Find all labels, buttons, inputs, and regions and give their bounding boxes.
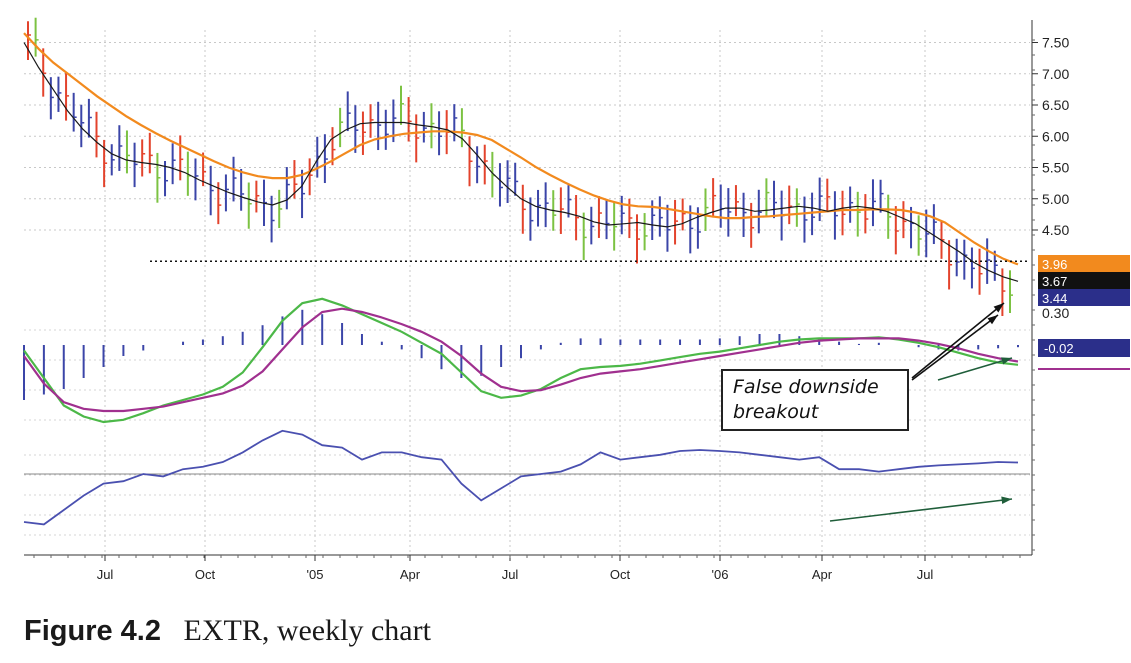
- price-bars: [27, 17, 1013, 316]
- indicator-divergence-arrow-head: [1001, 496, 1012, 504]
- x-tick-label: Jul: [97, 567, 114, 582]
- y-tick-label: 6.00: [1042, 128, 1069, 144]
- x-tick-label: '06: [712, 567, 729, 582]
- price-tag-label: 3.44: [1042, 291, 1067, 306]
- macd-divergence-arrow: [937, 357, 1013, 381]
- price-lines: [23, 32, 1019, 282]
- panel-separators: [24, 20, 1033, 555]
- macd-tag-box: [1038, 339, 1130, 357]
- macd-lines: [23, 297, 1019, 424]
- price-tag-box: [1038, 272, 1130, 289]
- y-tick-label: 6.50: [1042, 97, 1069, 113]
- chart: Jul Oct '05 Apr Jul Oct '06 Apr Jul 7.50 7.00 6.50 6…: [23, 17, 1130, 582]
- y-tick-label: 7.50: [1042, 35, 1069, 51]
- y-tick-label: 5.50: [1042, 160, 1069, 176]
- callout-arrow-lower-head: [987, 315, 998, 325]
- callout-arrow-upper-head: [993, 303, 1004, 313]
- y-tick-label: 5.00: [1042, 191, 1069, 207]
- x-tick-label: Apr: [400, 567, 421, 582]
- x-tick-label: Jul: [917, 567, 934, 582]
- callout-arrow-lower: [911, 314, 999, 381]
- x-tick-label: '05: [307, 567, 324, 582]
- callout-line-1: False downside: [733, 376, 879, 398]
- macd-line-signal: [23, 307, 1019, 413]
- price-tag-box: [1038, 289, 1130, 306]
- price-line-ma: [23, 42, 1019, 282]
- indicator-line: [23, 429, 1019, 526]
- price-tags: 3.96 3.67 3.44 -0.02: [1038, 255, 1130, 370]
- macd-tick-label: 0.30: [1042, 305, 1069, 321]
- callout-line-2: breakout: [733, 401, 819, 423]
- indicator-lines: [23, 429, 1019, 526]
- macd-tag-label: -0.02: [1044, 341, 1074, 356]
- callout-arrow-upper: [911, 302, 1005, 379]
- annotation-arrows: [829, 302, 1013, 522]
- figure-label: Figure 4.2: [24, 615, 161, 647]
- price-tag-box: [1038, 255, 1130, 272]
- price-tag-label: 3.96: [1042, 257, 1067, 272]
- price-line-ema: [23, 32, 1019, 266]
- y-tick-label: 4.50: [1042, 222, 1069, 238]
- price-tag-label: 3.67: [1042, 274, 1067, 289]
- macd-divergence-arrow-head: [1001, 357, 1012, 365]
- axes: Jul Oct '05 Apr Jul Oct '06 Apr Jul 7.50 7.00 6.50 6…: [24, 35, 1069, 582]
- y-tick-label: 7.00: [1042, 66, 1069, 82]
- x-tick-label: Jul: [502, 567, 519, 582]
- annotation-callout: False downside breakout: [721, 369, 909, 431]
- x-tick-label: Apr: [812, 567, 833, 582]
- figure-title: EXTR, weekly chart: [183, 614, 431, 647]
- figure-caption: Figure 4.2 EXTR, weekly chart: [24, 614, 431, 648]
- x-tick-label: Oct: [195, 567, 216, 582]
- x-tick-label: Oct: [610, 567, 631, 582]
- indicator-divergence-arrow: [829, 498, 1013, 522]
